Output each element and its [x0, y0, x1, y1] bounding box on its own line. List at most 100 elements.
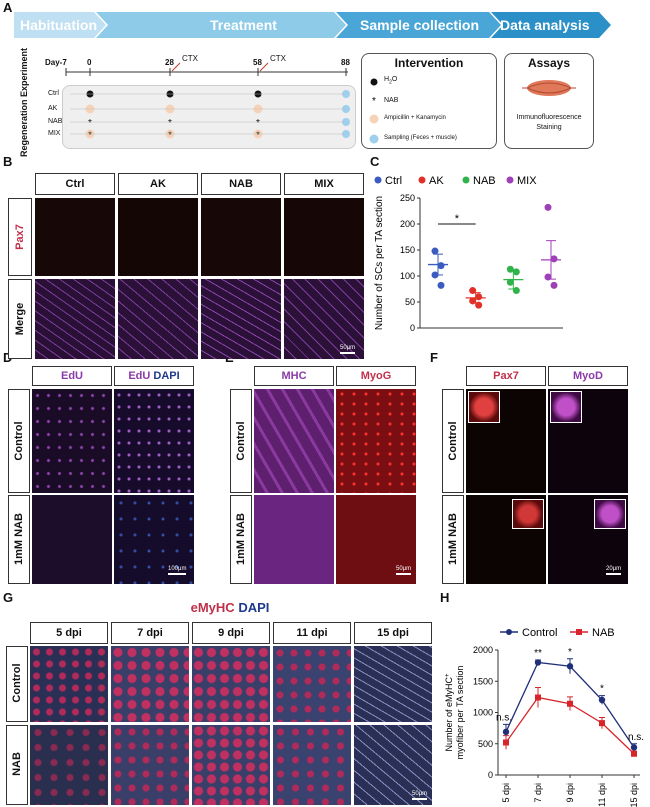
- paneld-row-control-box: [8, 389, 30, 493]
- svg-text:*: *: [88, 118, 92, 129]
- panelf-row-nab: 1mM NAB: [447, 513, 459, 565]
- panelf-control-pax7-image: [466, 389, 546, 493]
- panelg-header-15dpi: 15 dpi: [354, 622, 432, 644]
- timeline-day-88: 88: [341, 58, 350, 67]
- intervention-box: [361, 53, 497, 149]
- timeline-day-58: 58: [253, 58, 262, 67]
- legend-label-ctrl: Ctrl: [385, 175, 402, 187]
- panele-row-nab: 1mM NAB: [235, 513, 247, 565]
- annotation-2: *: [568, 647, 572, 658]
- panelg-row-nab: NAB: [11, 752, 23, 776]
- panele-nab-myog-image: [336, 495, 416, 584]
- paneld-row-nab: 1mM NAB: [13, 513, 25, 565]
- workflow-step-treatment: Treatment: [210, 17, 277, 33]
- y-tick-label: 200: [400, 219, 415, 229]
- panelb-merge-ctrl-image: [35, 279, 115, 359]
- y-tick-label: 100: [400, 271, 415, 281]
- data-point-nab: [567, 700, 573, 707]
- legend-sampling: Sampling (Feces + muscle): [384, 135, 457, 141]
- panelg-scalebar: 50μm: [412, 791, 428, 800]
- paneld-control-merge-image: [114, 389, 194, 493]
- data-point-mix: [550, 281, 558, 289]
- panelb-row-pax7: Pax7: [14, 224, 26, 250]
- x-tick-label: 5 dpi: [501, 783, 511, 803]
- panelg-header-7dpi: 7 dpi: [111, 622, 189, 644]
- data-point-ak: [475, 293, 483, 301]
- legend-label-mix: MIX: [517, 175, 537, 187]
- workflow-arrow-analysis: [491, 12, 611, 38]
- assays-label-2: Staining: [536, 124, 562, 131]
- panelb-header-ak: AK: [118, 173, 198, 195]
- legend-label-ak: AK: [429, 175, 444, 187]
- workflow-arrow-habituation: [14, 12, 106, 38]
- svg-text:*: *: [372, 96, 376, 107]
- panelc-chart: Ctrl AK NAB MIX 0 50 100 150 200 250 Number of SCs…: [374, 175, 563, 333]
- svg-text:*: *: [168, 130, 172, 140]
- panelf-row-nab-box: [442, 495, 464, 584]
- legend-label-control: Control: [522, 627, 557, 639]
- panel-label-c: C: [370, 154, 380, 169]
- panelf-header-pax7: Pax7: [466, 366, 546, 386]
- panele-scalebar: 50μm: [396, 566, 412, 575]
- workflow-step-habituation: Habituation: [20, 17, 97, 33]
- panel-label-d: D: [3, 350, 12, 365]
- workflow-arrow-sample: [336, 12, 501, 38]
- panelg-control-15dpi-image: [354, 646, 432, 722]
- panele-nab-mhc-image: [254, 495, 334, 584]
- intervention-legend-icons: *: [369, 78, 379, 144]
- legend-label-nab: NAB: [592, 627, 615, 639]
- legend-nab: NAB: [384, 97, 399, 104]
- timeline-day-0: 0: [87, 58, 92, 67]
- y-axis-label-line2: myofiber per TA section: [455, 666, 465, 760]
- paneld-nab-edu-image: [32, 495, 112, 584]
- panelg-control-7dpi-image: [111, 646, 189, 722]
- data-point-nab: [506, 278, 514, 286]
- legend-marker-mix: [506, 176, 514, 184]
- y-tick-label: 1500: [473, 676, 493, 686]
- timeline-ctx-2: CTX: [270, 54, 286, 63]
- panelb-row-merge-box: [8, 279, 32, 359]
- intervention-title: Intervention: [394, 56, 464, 70]
- data-point-control: [534, 659, 542, 666]
- panele-header-myog: MyoG: [336, 366, 416, 386]
- legend-marker-nab: [462, 176, 470, 184]
- y-axis-label-sup: +: [445, 673, 451, 677]
- legend-label-nab: NAB: [473, 175, 496, 187]
- data-point-control: [598, 696, 606, 704]
- workflow-step-analysis: Data analysis: [500, 17, 590, 33]
- panelg-row-control-box: [6, 646, 28, 722]
- timeline-group-ak: AK: [48, 105, 58, 112]
- panelg-header-9dpi: 9 dpi: [192, 622, 270, 644]
- panel-label-b: B: [3, 154, 13, 169]
- legend-marker-control: [506, 629, 512, 635]
- panelb-header-mix: MIX: [284, 173, 364, 195]
- x-tick-label: 15 dpi: [629, 783, 639, 807]
- y-tick-label: 1000: [473, 708, 493, 718]
- y-axis-label: Number of SCs per TA section: [374, 196, 385, 330]
- panelb-header-nab: NAB: [201, 173, 281, 195]
- panelg-control-11dpi-image: [273, 646, 351, 722]
- data-point-control: [502, 728, 510, 736]
- data-point-control: [566, 663, 574, 670]
- annotation-3: *: [600, 684, 604, 695]
- panelg-header-5dpi: 5 dpi: [30, 622, 108, 644]
- panelb-pax7-mix-image: [284, 198, 364, 276]
- data-point-ctrl: [437, 281, 445, 289]
- data-point-nab: [535, 694, 541, 701]
- data-point-nab: [503, 739, 509, 746]
- panele-row-control-box: [230, 389, 252, 493]
- svg-text:*: *: [168, 118, 172, 129]
- panele-header-mhc: MHC: [254, 366, 334, 386]
- legend-h2o: H2O: [384, 76, 398, 86]
- panelg-title: eMyHC DAPI: [190, 600, 270, 615]
- panelb-merge-nab-image: [201, 279, 281, 359]
- workflow-step-sample: Sample collection: [360, 17, 480, 33]
- paneld-row-nab-box: [8, 495, 30, 584]
- panelh-chart: Control NAB 0 500 1000 1500 2000 5 dpi 7 dpi 9 dp…: [444, 627, 644, 807]
- legend-marker-nab: [576, 629, 582, 635]
- data-point-ctrl: [437, 262, 445, 270]
- panelg-control-5dpi-image: [30, 646, 108, 722]
- y-tick-label: 0: [488, 770, 493, 780]
- data-point-nab: [512, 287, 520, 295]
- data-point-nab: [506, 265, 514, 273]
